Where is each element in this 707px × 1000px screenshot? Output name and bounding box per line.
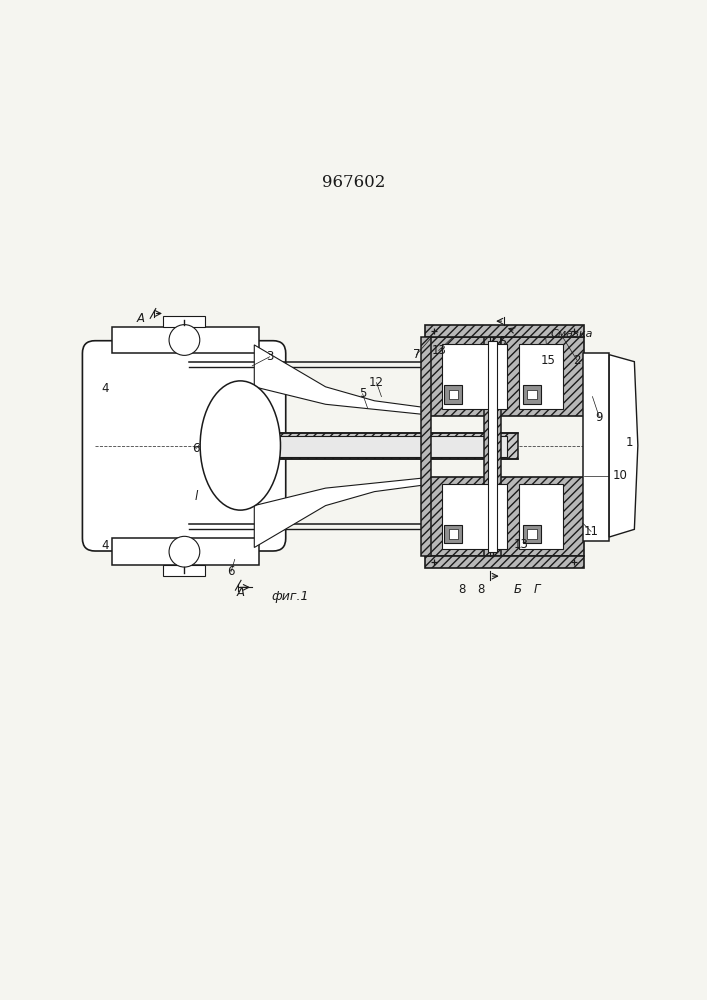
Text: 2: 2 bbox=[573, 354, 581, 367]
Polygon shape bbox=[163, 316, 205, 327]
Text: 4: 4 bbox=[102, 539, 109, 552]
Ellipse shape bbox=[200, 381, 281, 510]
Bar bbox=[527, 390, 537, 399]
Text: A: A bbox=[136, 312, 144, 325]
Polygon shape bbox=[266, 436, 507, 457]
Bar bbox=[444, 385, 462, 404]
Text: A: A bbox=[236, 586, 245, 599]
Text: 6: 6 bbox=[192, 442, 200, 455]
Polygon shape bbox=[609, 355, 638, 537]
Bar bbox=[448, 529, 458, 539]
Circle shape bbox=[169, 325, 200, 355]
Bar bbox=[484, 337, 501, 556]
Bar bbox=[443, 484, 506, 549]
Bar bbox=[488, 341, 498, 552]
Text: Б: Б bbox=[498, 335, 506, 348]
Polygon shape bbox=[255, 345, 427, 415]
Text: 1: 1 bbox=[626, 436, 633, 449]
Text: 13: 13 bbox=[514, 538, 529, 551]
Text: 15: 15 bbox=[540, 354, 555, 367]
Text: 4: 4 bbox=[102, 382, 109, 395]
Bar bbox=[425, 325, 584, 337]
Bar bbox=[522, 385, 541, 404]
Text: 8: 8 bbox=[458, 583, 465, 596]
Bar bbox=[443, 344, 506, 409]
Text: 967602: 967602 bbox=[322, 174, 385, 191]
Polygon shape bbox=[264, 433, 518, 459]
Polygon shape bbox=[255, 478, 427, 548]
Text: Смазка: Смазка bbox=[550, 329, 592, 339]
Bar bbox=[583, 353, 609, 541]
Bar bbox=[425, 477, 584, 556]
Text: Г: Г bbox=[533, 583, 540, 596]
Circle shape bbox=[169, 536, 200, 567]
Polygon shape bbox=[112, 538, 259, 565]
Text: фиг.1: фиг.1 bbox=[272, 590, 310, 603]
Text: Б: Б bbox=[514, 583, 522, 596]
Bar bbox=[519, 344, 563, 409]
Bar bbox=[425, 337, 584, 416]
Polygon shape bbox=[112, 327, 259, 353]
Text: 7: 7 bbox=[413, 348, 420, 361]
Text: l: l bbox=[194, 490, 198, 503]
Text: 5: 5 bbox=[359, 387, 366, 400]
Text: 8: 8 bbox=[477, 583, 484, 596]
Text: 10: 10 bbox=[613, 469, 628, 482]
Polygon shape bbox=[163, 565, 205, 576]
Text: 3: 3 bbox=[266, 350, 274, 363]
Text: 12: 12 bbox=[369, 376, 384, 389]
Bar bbox=[519, 484, 563, 549]
Bar bbox=[527, 529, 537, 539]
Text: 11: 11 bbox=[583, 525, 599, 538]
Bar bbox=[425, 556, 584, 568]
FancyBboxPatch shape bbox=[83, 341, 286, 551]
Bar bbox=[421, 337, 431, 556]
Bar bbox=[522, 525, 541, 543]
Bar bbox=[448, 390, 458, 399]
Bar bbox=[444, 525, 462, 543]
Text: 6: 6 bbox=[228, 565, 235, 578]
Text: 13: 13 bbox=[431, 344, 446, 357]
Text: 9: 9 bbox=[596, 411, 603, 424]
